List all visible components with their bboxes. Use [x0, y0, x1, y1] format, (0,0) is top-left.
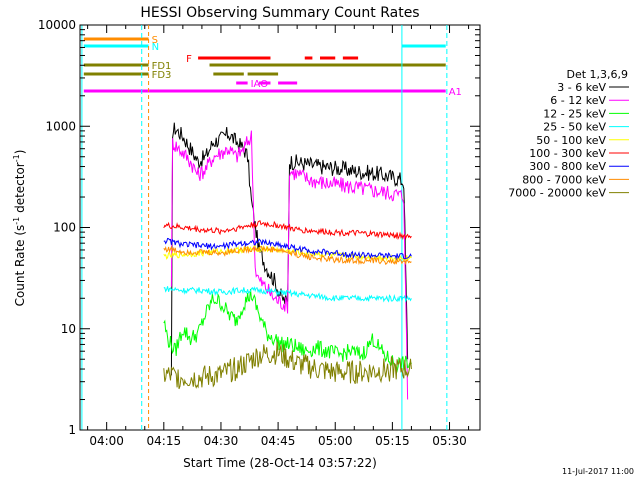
series-line — [163, 220, 412, 241]
x-tick-label: 04:15 — [147, 434, 182, 448]
flag-label: S — [152, 35, 158, 46]
legend-entry-label: 6 - 12 keV — [550, 94, 606, 107]
flag-label: F — [186, 54, 192, 65]
legend-entry-label: 3 - 6 keV — [557, 81, 606, 94]
chart-title: HESSI Observing Summary Count Rates — [140, 5, 419, 21]
series-line — [163, 237, 412, 261]
series-line — [170, 130, 409, 400]
y-tick-label: 100 — [53, 221, 76, 235]
flag-label: FD1 — [152, 61, 172, 72]
y-axis-label: Count Rate (s-1 detector-1) — [12, 150, 27, 307]
x-tick-label: 04:00 — [89, 434, 124, 448]
x-tick-label: 04:45 — [261, 434, 296, 448]
legend-entry-label: 800 - 7000 keV — [522, 173, 606, 186]
legend-entry-label: 25 - 50 keV — [543, 121, 606, 134]
x-tick-label: 05:15 — [375, 434, 410, 448]
x-tick-label: 05:30 — [432, 434, 467, 448]
flag-label: N — [152, 42, 159, 53]
flag-label: FD3 — [152, 70, 172, 81]
y-tick-label: 10 — [61, 322, 76, 336]
flag-label: A1 — [449, 87, 462, 98]
y-label-main: Count Rate (s — [13, 225, 27, 307]
legend-entry-label: 7000 - 20000 keV — [508, 187, 606, 200]
plot-frame — [79, 24, 481, 431]
legend-entry-label: 12 - 25 keV — [543, 107, 606, 120]
x-tick-label: 04:30 — [204, 434, 239, 448]
y-axis: 1 10 100 1000 10000 — [38, 18, 480, 437]
series-line — [163, 288, 412, 373]
flag-label: IAO — [251, 79, 269, 90]
series-line — [163, 286, 412, 303]
y-tick-label: 1 — [68, 423, 76, 437]
footer-date: 11-Jul-2017 11:00 — [562, 467, 634, 476]
x-tick-label: 05:00 — [318, 434, 353, 448]
y-tick-label: 10000 — [38, 18, 76, 32]
legend-entry-label: 100 - 300 keV — [529, 147, 606, 160]
y-label-mid: detector — [13, 162, 27, 217]
series-line — [163, 244, 412, 266]
y-label-end: ) — [13, 150, 27, 155]
y-tick-label: 1000 — [45, 119, 76, 133]
x-axis-label: Start Time (28-Oct-14 03:57:22) — [183, 456, 377, 470]
legend-entry-label: 300 - 800 keV — [529, 160, 606, 173]
series-line — [163, 341, 412, 390]
y-label-sup1: -1 — [12, 217, 21, 225]
marker-lines — [81, 25, 448, 430]
x-axis: 04:00 04:15 04:30 04:45 05:00 05:15 05:30 — [87, 25, 470, 448]
y-label-sup2: -1 — [12, 154, 21, 162]
legend-title: Det 1,3,6,9 — [566, 68, 628, 81]
legend-entry-label: 50 - 100 keV — [536, 134, 606, 147]
data-series — [163, 122, 412, 400]
